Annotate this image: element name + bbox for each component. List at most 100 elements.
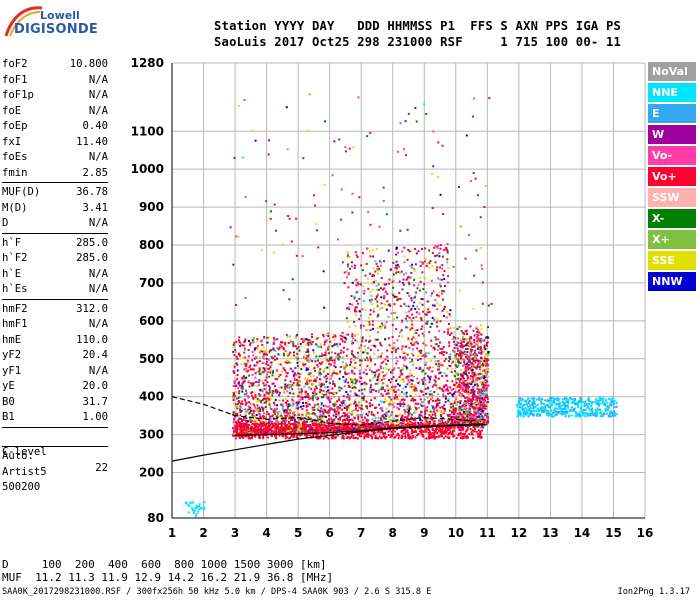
echo-point bbox=[382, 374, 385, 377]
echo-point bbox=[343, 403, 346, 406]
echo-point bbox=[397, 367, 400, 369]
echo-point bbox=[434, 375, 437, 378]
echo-point bbox=[349, 267, 352, 270]
echo-point bbox=[339, 366, 342, 368]
echo-point bbox=[427, 352, 430, 355]
echo-point bbox=[325, 415, 327, 418]
echo-point bbox=[280, 394, 283, 397]
echo-point bbox=[350, 433, 353, 436]
echo-point bbox=[370, 370, 373, 373]
echo-point bbox=[260, 419, 263, 422]
echo-point bbox=[253, 391, 256, 394]
echo-point bbox=[293, 429, 296, 432]
echo-point bbox=[449, 309, 452, 312]
echo-point bbox=[245, 431, 248, 434]
echo-point bbox=[447, 331, 450, 334]
echo-point bbox=[385, 308, 388, 311]
echo-point bbox=[441, 427, 444, 430]
echo-point bbox=[326, 375, 329, 378]
echo-point bbox=[453, 412, 456, 415]
echo-point bbox=[424, 412, 427, 415]
echo-point bbox=[445, 351, 448, 354]
echo-point bbox=[420, 410, 423, 413]
echo-point bbox=[317, 397, 319, 400]
echo-point bbox=[390, 378, 393, 380]
echo-point bbox=[362, 323, 365, 326]
echo-point bbox=[387, 430, 390, 433]
echo-point bbox=[285, 414, 288, 417]
echo-point bbox=[400, 422, 403, 425]
echo-point bbox=[406, 429, 409, 432]
echo-point bbox=[477, 329, 479, 331]
echo-point bbox=[470, 430, 473, 433]
echo-point bbox=[252, 341, 255, 344]
echo-point bbox=[331, 437, 334, 440]
echo-point bbox=[459, 391, 461, 394]
echo-point bbox=[351, 340, 354, 343]
echo-point bbox=[421, 325, 424, 328]
echo-point bbox=[367, 359, 369, 362]
echo-point bbox=[405, 326, 408, 329]
echo-point bbox=[442, 395, 445, 398]
echo-point bbox=[260, 350, 263, 353]
echo-point bbox=[324, 351, 327, 354]
echo-point bbox=[368, 340, 371, 343]
echo-point bbox=[436, 308, 439, 311]
echo-point bbox=[474, 380, 477, 383]
echo-point bbox=[367, 419, 370, 422]
echo-point bbox=[265, 427, 268, 430]
echo-point bbox=[249, 382, 252, 385]
echo-point bbox=[440, 420, 443, 423]
x-tick-label: 9 bbox=[420, 526, 428, 540]
echo-point bbox=[466, 411, 469, 413]
echo-point bbox=[339, 352, 342, 354]
echo-point bbox=[352, 359, 355, 362]
echo-point bbox=[353, 417, 356, 420]
echo-point bbox=[401, 416, 403, 418]
echo-point bbox=[320, 414, 323, 417]
echo-point bbox=[368, 323, 371, 326]
echo-point bbox=[402, 432, 405, 435]
echo-point bbox=[235, 405, 238, 408]
echo-point bbox=[233, 417, 236, 420]
echo-point bbox=[477, 402, 480, 405]
echo-point bbox=[302, 341, 305, 344]
echo-point bbox=[336, 400, 339, 403]
echo-point bbox=[407, 375, 410, 378]
echo-point bbox=[358, 432, 361, 435]
echo-point bbox=[426, 322, 429, 325]
echo-point bbox=[278, 415, 281, 418]
echo-point bbox=[298, 401, 301, 403]
echo-point bbox=[322, 414, 325, 417]
echo-point bbox=[235, 412, 237, 415]
echo-point bbox=[362, 371, 365, 374]
separator bbox=[2, 298, 108, 300]
y-tick-label: 600 bbox=[139, 314, 164, 328]
echo-point bbox=[428, 381, 431, 384]
echo-point bbox=[471, 406, 474, 409]
echo-point bbox=[298, 393, 301, 396]
echo-point bbox=[366, 433, 369, 435]
echo-point bbox=[390, 386, 393, 389]
echo-point bbox=[430, 393, 433, 396]
echo-point bbox=[258, 412, 261, 415]
echo-point bbox=[450, 371, 453, 374]
echo-point bbox=[472, 329, 475, 332]
echo-point bbox=[372, 413, 375, 416]
echo-point bbox=[232, 421, 235, 423]
echo-point bbox=[369, 357, 372, 360]
echo-point bbox=[232, 392, 235, 394]
echo-point bbox=[442, 345, 445, 348]
echo-point bbox=[281, 341, 284, 344]
echo-point bbox=[486, 380, 489, 383]
echo-point bbox=[305, 414, 308, 417]
echo-point bbox=[402, 283, 405, 286]
echo-point bbox=[364, 427, 367, 430]
echo-point bbox=[437, 338, 440, 341]
echo-point bbox=[308, 366, 311, 369]
separator bbox=[2, 232, 108, 234]
echo-point bbox=[366, 365, 369, 368]
echo-point bbox=[425, 355, 428, 358]
echo-point bbox=[324, 436, 327, 439]
echo-point bbox=[403, 255, 406, 258]
